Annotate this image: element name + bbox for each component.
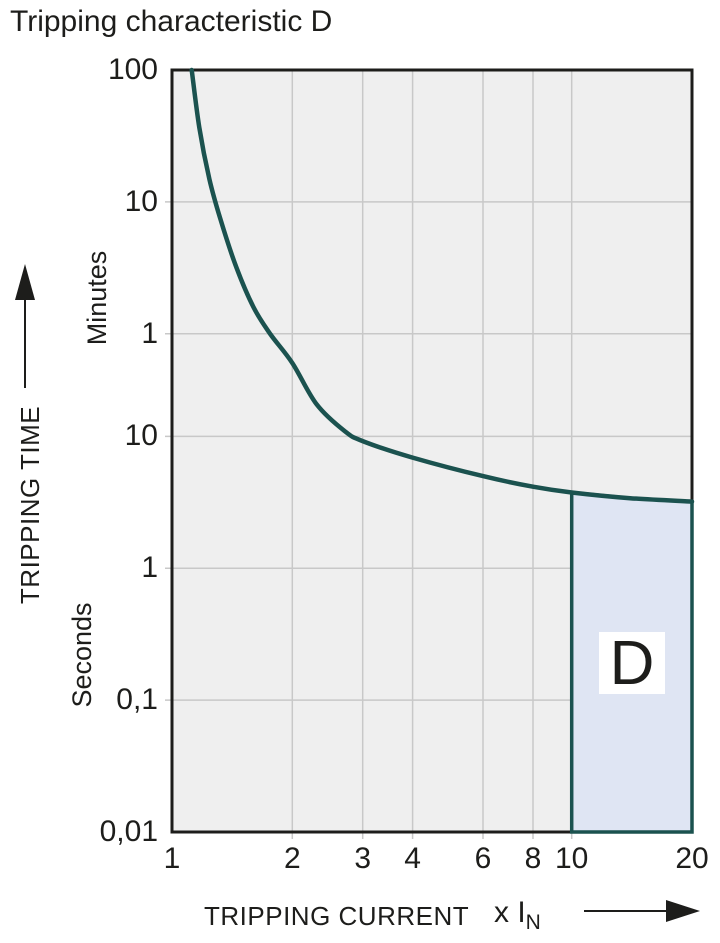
- y-axis-arrow-icon: [15, 264, 35, 300]
- y-tick-label: 10: [124, 419, 158, 453]
- tripping-curve: [189, 67, 695, 504]
- x-unit-subscript: N: [525, 911, 541, 934]
- y-unit-seconds-label: Seconds: [67, 602, 97, 708]
- x-tick-label: 2: [283, 842, 301, 875]
- y-tick-label: 10: [124, 184, 158, 218]
- y-tick-label: 0,1: [116, 683, 158, 717]
- x-axis-title: TRIPPING CURRENT: [204, 901, 470, 931]
- x-axis-arrow-icon: [666, 900, 700, 922]
- region-label-box: D: [599, 629, 665, 698]
- y-tick-label: 1: [141, 316, 158, 350]
- x-tick-label: 1: [163, 842, 181, 875]
- y-unit-minutes-label: Minutes: [82, 250, 112, 346]
- region-d-label: D: [609, 628, 655, 698]
- x-tick-label: 20: [675, 842, 709, 875]
- x-tick-label: 4: [404, 842, 421, 875]
- x-tick-label: 6: [474, 842, 492, 875]
- y-tick-label: 1: [141, 551, 158, 585]
- x-axis-unit-label: x IN: [494, 896, 541, 935]
- chart-title: Tripping characteristic D: [10, 5, 333, 38]
- x-unit-prefix: x I: [494, 896, 526, 929]
- y-tick-label: 100: [107, 53, 158, 86]
- x-tick-label: 8: [524, 842, 542, 875]
- x-tick-label: 10: [554, 842, 589, 875]
- plot-border: [170, 68, 694, 834]
- x-tick-label: 3: [354, 842, 372, 875]
- y-tick-label: 0,01: [99, 815, 158, 848]
